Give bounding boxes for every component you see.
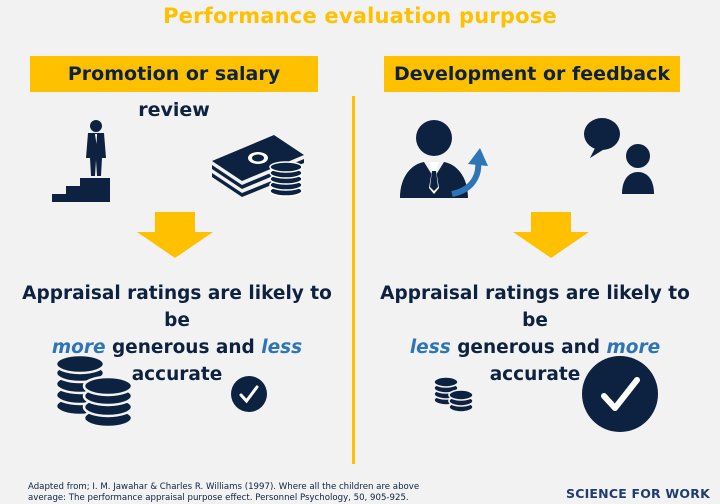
person-on-stairs-icon <box>52 120 110 202</box>
statement-line-2: less generous and more accurate <box>372 334 698 388</box>
column-divider <box>352 96 355 464</box>
checkmark-badge-icon <box>582 356 658 432</box>
promotion-heading: Promotion or salary review <box>30 56 318 121</box>
emphasis-word: less <box>261 337 303 358</box>
page-title: Performance evaluation purpose <box>163 4 557 28</box>
money-stack-icon <box>212 135 304 197</box>
arrow-down-icon <box>513 212 589 258</box>
coin-stack-icon <box>433 376 474 413</box>
emphasis-word: less <box>409 337 451 358</box>
citation-footnote: Adapted from; I. M. Jawahar & Charles R.… <box>28 482 420 503</box>
promotion-statement: Appraisal ratings are likely to be more … <box>14 280 340 388</box>
brand-logo: SCIENCE FOR WORK <box>566 486 710 501</box>
statement-line-1: Appraisal ratings are likely to be <box>380 283 690 331</box>
statement-tail: accurate <box>131 364 223 385</box>
arrow-down-icon <box>137 212 213 258</box>
speech-bubble-person-icon <box>584 118 654 194</box>
manager-growth-icon <box>400 120 488 198</box>
development-heading: Development or feedback <box>384 56 680 92</box>
emphasis-word: more <box>606 337 661 358</box>
statement-line-1: Appraisal ratings are likely to be <box>22 283 332 331</box>
coin-stack-icon <box>54 353 134 429</box>
statement-tail: accurate <box>489 364 581 385</box>
statement-line-2: more generous and less accurate <box>14 334 340 388</box>
checkmark-badge-icon <box>231 376 267 412</box>
statement-mid: generous and <box>450 337 607 358</box>
statement-mid: generous and <box>105 337 262 358</box>
development-statement: Appraisal ratings are likely to be less … <box>372 280 698 388</box>
emphasis-word: more <box>51 337 106 358</box>
